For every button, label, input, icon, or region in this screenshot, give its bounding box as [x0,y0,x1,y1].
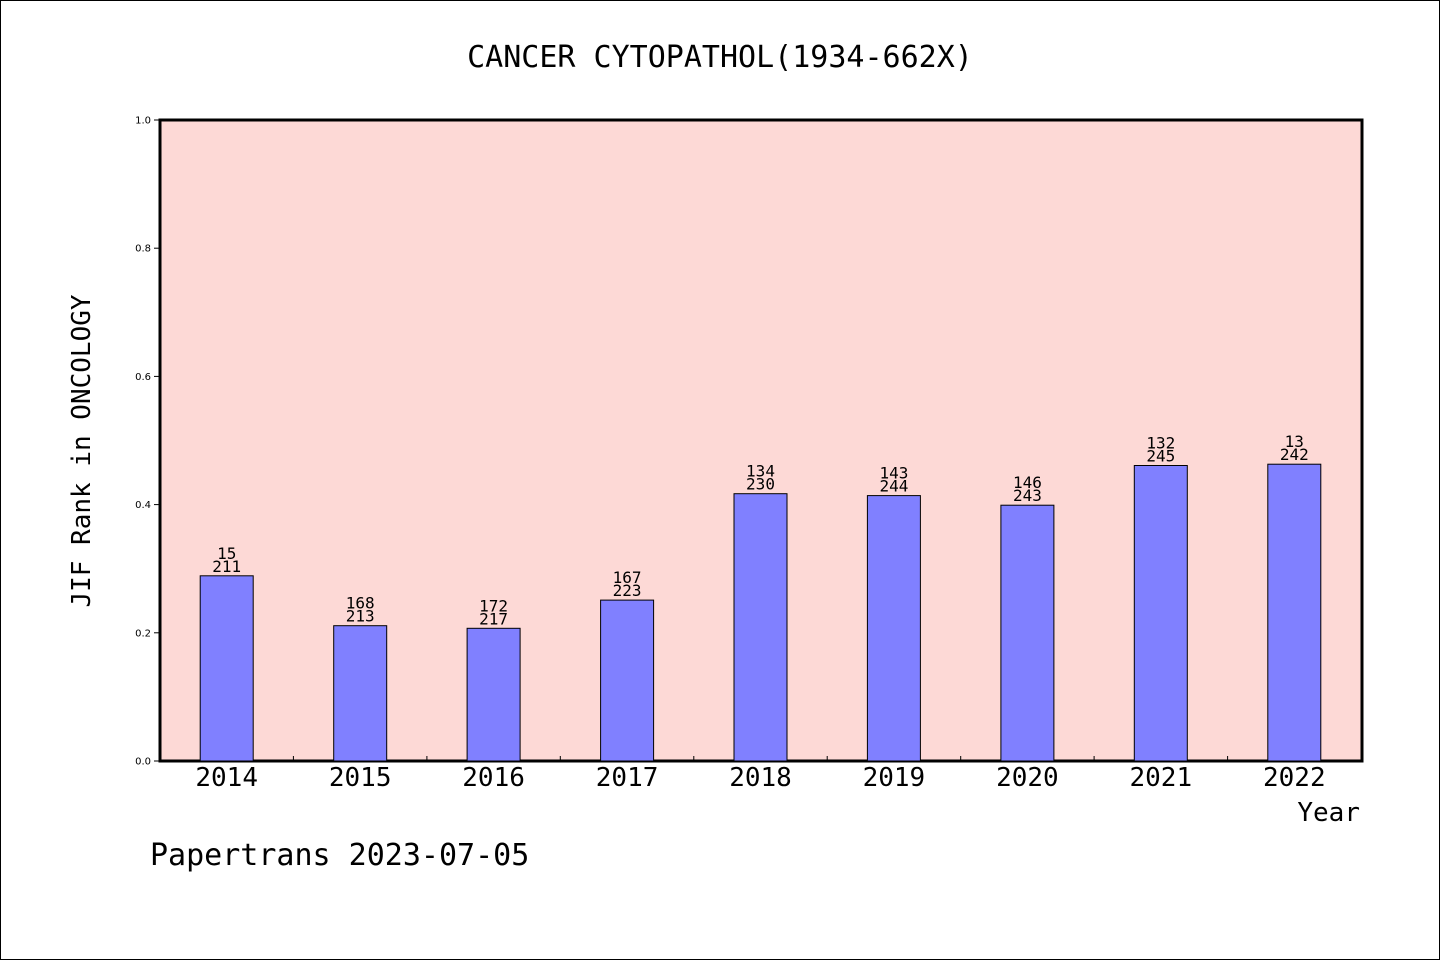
x-tick-label-2015: 2015 [329,763,392,793]
y-tick-label-3: 0.6 [135,372,151,383]
bar-total-label-2016: 217 [479,609,508,628]
bar-2015 [333,625,388,762]
bar-2020 [1000,504,1055,762]
bar-2016 [466,627,521,762]
bar-total-label-2018: 230 [746,475,775,494]
bar-rank-label-2017: 167 [613,568,642,587]
x-axis-label: Year [1297,798,1360,828]
bar-rank-label-2018: 134 [746,462,775,481]
bar-total-label-2015: 213 [346,607,375,626]
y-tick-label-2: 0.4 [135,500,151,511]
bar-2018 [733,493,788,762]
bar-total-label-2019: 244 [879,477,908,496]
bar-rank-label-2021: 132 [1146,434,1175,453]
bar-2022 [1267,463,1322,762]
bar-rank-label-2016: 172 [479,596,508,615]
y-tick-label-4: 0.8 [135,244,151,255]
y-tick-label-0: 0.0 [135,757,151,768]
x-tick-label-2022: 2022 [1263,763,1326,793]
bar-total-label-2014: 211 [212,557,241,576]
y-axis-label: JIF Rank in ONCOLOGY [67,294,97,607]
y-tick-label-1: 0.2 [135,628,151,639]
bar-2019 [866,495,921,762]
bar-rank-label-2020: 146 [1013,473,1042,492]
chart-title: CANCER CYTOPATHOL(1934-662X) [467,40,973,75]
y-ticks-group: 0.0 0.2 0.4 0.6 0.8 1.0 [135,116,160,768]
x-tick-label-2014: 2014 [195,763,258,793]
x-tick-label-2018: 2018 [729,763,792,793]
bar-2017 [600,599,655,762]
x-tick-label-2019: 2019 [863,763,926,793]
bar-rank-label-2019: 143 [879,464,908,483]
bar-total-label-2021: 245 [1146,447,1175,466]
bar-2021 [1133,465,1188,762]
bar-total-label-2017: 223 [613,581,642,600]
x-ticks-group: 2014 2015 2016 2017 2018 2019 2020 2021 2022 [195,756,1326,793]
footer-text: Papertrans 2023-07-05 [150,838,529,873]
x-tick-label-2016: 2016 [462,763,525,793]
bar-2014 [199,575,254,762]
y-tick-label-5: 1.0 [135,116,151,127]
bar-rank-label-2015: 168 [346,594,375,613]
x-tick-label-2017: 2017 [596,763,659,793]
x-tick-label-2021: 2021 [1129,763,1192,793]
bar-total-label-2020: 243 [1013,486,1042,505]
x-tick-label-2020: 2020 [996,763,1059,793]
bar-rank-label-2014: 15 [217,544,236,563]
bar-rank-label-2022: 13 [1285,432,1304,451]
bar-total-label-2022: 242 [1280,445,1309,464]
